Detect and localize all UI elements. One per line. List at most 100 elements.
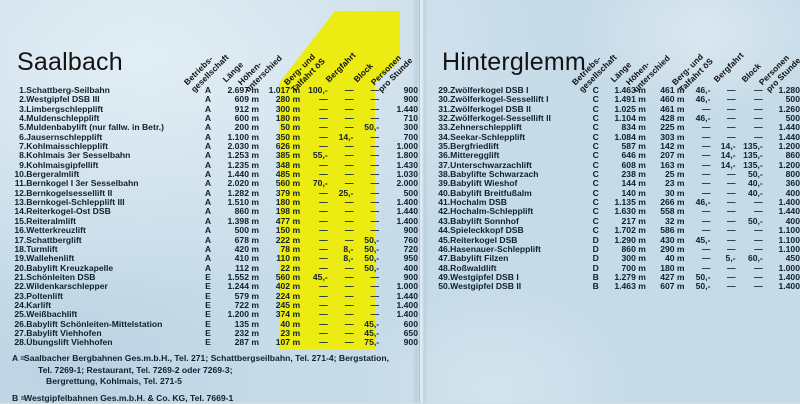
height-difference-value: 225 m — [660, 122, 685, 133]
row-number: 30. — [438, 94, 451, 105]
row-number: 31. — [438, 103, 451, 114]
block-fare-value: — — [370, 113, 380, 124]
capacity-value: 900 — [403, 225, 418, 236]
height-difference-value: 280 m — [275, 94, 301, 105]
table-row: 4. Muldenschlepplift A 600 m 180 m — — — 710 — [12, 114, 418, 123]
block-fare-value: — — [754, 225, 763, 236]
table-row: 1. Schattberg-Seilbahn A 2.697 m 1.017 m 100,… — [12, 86, 418, 95]
lift-name: Karlift — [26, 299, 52, 310]
height-difference-value: 25 m — [664, 169, 685, 180]
length-value: 1.025 m — [614, 103, 646, 114]
capacity-value: 720 — [403, 243, 418, 254]
table-row: 12. Bernkogelsessellift II A 1.282 m 379 m — 2… — [12, 187, 418, 198]
lift-name: Roßwaldlift — [450, 262, 497, 273]
capacity-value: 500 — [785, 113, 800, 124]
lift-name: Babylifte Schwarzach — [450, 169, 539, 180]
block-fare-value: — — [754, 122, 763, 133]
page-title-hinterglemm: Hinterglemm — [442, 48, 586, 76]
operator-code: A — [204, 85, 212, 95]
table-row: 8. Kohlmais 3er Sesselbahn A 1.253 m 385 m 55… — [12, 151, 418, 160]
height-difference-value: 222 m — [275, 234, 301, 245]
table-row: 3. Limbergschlepplift A 912 m 300 m — — — 1.440 — [12, 103, 418, 114]
uphill-fare-value: — — [344, 271, 354, 282]
operator-code: A — [204, 141, 212, 152]
return-fare-value: — — [701, 225, 711, 236]
lift-name: Zehnerschlepplift — [450, 122, 522, 133]
capacity-value: 600 — [403, 318, 418, 329]
lift-name: Bernkogel I 3er Sesselbahn — [26, 178, 139, 189]
length-value: 232 m — [234, 327, 260, 338]
table-row: 50. Westgipfel DSB II B 1.463 m 607 m 50,- — — 1… — [436, 282, 800, 291]
uphill-fare-value: — — [344, 150, 354, 161]
uphill-fare-value: — — [726, 122, 736, 133]
uphill-fare-value: — — [726, 281, 736, 292]
uphill-fare-value: — — [726, 178, 736, 189]
lift-name: Mitteregglift — [450, 150, 500, 161]
uphill-fare-value: 14,- — [720, 150, 736, 161]
length-value: 1.200 m — [227, 309, 260, 320]
block-fare-value: 50,- — [747, 215, 763, 226]
table-row: 6. Jausernschlepplift A 1.100 m 350 m — 14,- — 7… — [12, 131, 418, 142]
height-difference-value: 303 m — [660, 131, 685, 142]
uphill-fare-value: — — [726, 225, 736, 236]
table-row: 17. Schattberglift A 678 m 222 m — — 50,- 760 — [12, 234, 418, 245]
uphill-fare-value: 8,- — [343, 243, 354, 254]
row-number: 22. — [14, 281, 27, 292]
table-row: 39. Babylift Wieshof C 144 m 23 m — — 40,- 360 — [436, 179, 800, 188]
row-number: 5. — [19, 122, 27, 133]
uphill-fare-value: 14,- — [720, 159, 736, 170]
height-difference-value: 180 m — [275, 113, 301, 124]
block-fare-value: 50,- — [747, 169, 763, 180]
lift-name: Babylift Viehhofen — [26, 327, 102, 338]
uphill-fare-value: — — [726, 85, 736, 95]
block-fare-value: — — [370, 178, 380, 189]
row-number: 39. — [438, 178, 451, 189]
row-number: 26. — [14, 318, 27, 329]
table-row: 25. Weißbachlift E 1.200 m 374 m — — — 1.400 — [12, 310, 418, 319]
row-number: 28. — [14, 337, 27, 348]
height-difference-value: 379 m — [275, 187, 301, 198]
operator-code: D — [592, 234, 599, 245]
return-fare-value: — — [319, 309, 328, 320]
capacity-value: 1.030 — [396, 169, 418, 180]
capacity-value: 900 — [403, 337, 418, 348]
block-fare-value: 45,- — [364, 318, 380, 329]
table-row: 42. Hochalm-Schlepplift C 1.630 m 558 m — — — 1.… — [436, 207, 800, 216]
capacity-value: 1.400 — [778, 281, 800, 292]
capacity-value: 1.800 — [396, 150, 418, 161]
capacity-value: 1.400 — [778, 197, 800, 208]
lift-name: Reiterkogel DSB — [450, 234, 518, 245]
height-difference-value: 350 m — [275, 131, 301, 142]
operator-code: C — [592, 215, 599, 226]
block-fare-value: 135,- — [743, 159, 763, 170]
height-difference-value: 163 m — [660, 159, 685, 170]
return-fare-value: 50,- — [695, 281, 711, 292]
block-fare-value: — — [370, 159, 380, 170]
uphill-fare-value: — — [726, 103, 736, 114]
operator-legend-saalbach: A =Saalbacher Bergbahnen Ges.m.b.H., Tel… — [12, 353, 412, 404]
length-value: 410 m — [234, 253, 260, 264]
capacity-value: 1.000 — [396, 141, 418, 152]
height-difference-value: 348 m — [275, 159, 301, 170]
row-number: 41. — [438, 197, 451, 208]
block-fare-value: — — [754, 206, 763, 217]
legend-key: B = — [12, 392, 26, 403]
length-value: 1.552 m — [227, 271, 260, 282]
table-row: 27. Babylift Viehhofen E 232 m 23 m — — 45,- 650 — [12, 327, 418, 338]
return-fare-value: 45,- — [695, 234, 711, 245]
height-difference-value: 427 m — [660, 271, 685, 282]
capacity-value: 500 — [403, 187, 418, 198]
length-value: 678 m — [234, 234, 260, 245]
capacity-value: 710 — [403, 113, 418, 124]
block-fare-value: — — [370, 281, 380, 292]
block-fare-value: 75,- — [364, 337, 380, 348]
length-value: 140 m — [621, 187, 646, 198]
uphill-fare-value: 8,- — [343, 253, 354, 264]
lift-name: Babylift Kreuzkapelle — [26, 262, 114, 273]
capacity-value: 500 — [785, 94, 800, 105]
row-number: 3. — [19, 103, 27, 114]
operator-code: E — [205, 318, 211, 329]
height-difference-value: 430 m — [660, 234, 685, 245]
length-value: 1.135 m — [614, 197, 646, 208]
length-value: 287 m — [234, 337, 260, 348]
